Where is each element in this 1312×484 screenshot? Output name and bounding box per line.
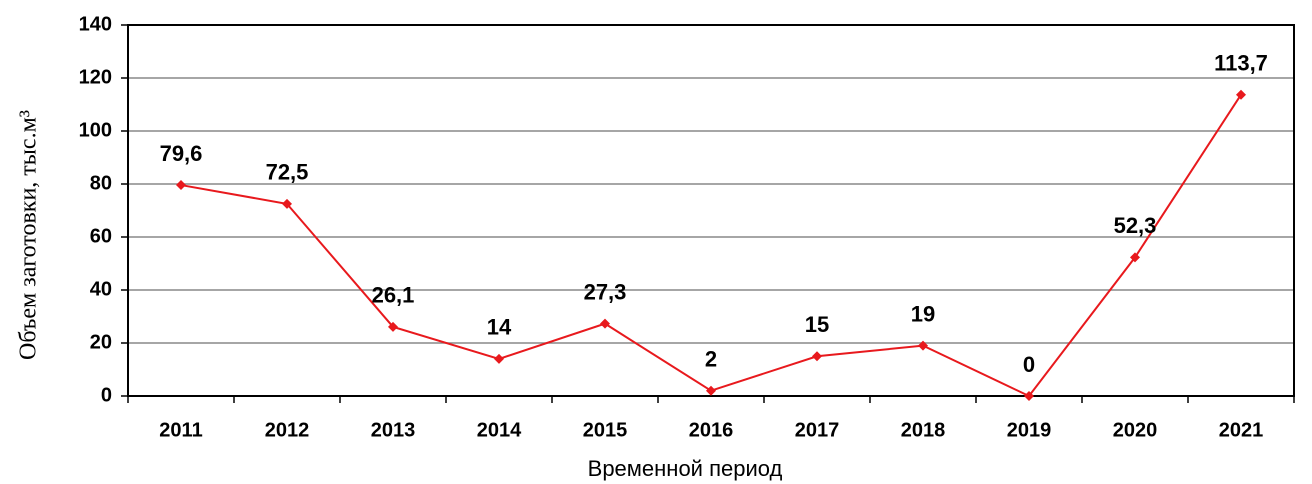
data-point (918, 340, 928, 351)
data-point (1024, 391, 1034, 401)
data-label: 2 (705, 347, 717, 372)
x-tick-label: 2012 (265, 419, 310, 441)
data-point (494, 353, 504, 364)
y-tick-label: 20 (90, 331, 112, 353)
data-label: 79,6 (160, 141, 203, 166)
y-axis-label: Объем заготовки, тыс.м³ (16, 110, 42, 360)
y-tick-label: 100 (79, 119, 112, 141)
x-tick-label: 2013 (371, 419, 416, 441)
data-label: 19 (911, 301, 935, 326)
plot-border (127, 24, 1295, 397)
x-tick-label: 2015 (583, 419, 628, 441)
data-label: 15 (805, 312, 829, 337)
x-tick-label: 2014 (477, 419, 522, 441)
data-point (812, 351, 822, 362)
data-point (600, 318, 610, 329)
x-tick-label: 2019 (1007, 419, 1052, 441)
y-tick-label: 120 (79, 66, 112, 88)
x-tick-label: 2020 (1113, 419, 1158, 441)
data-label: 113,7 (1214, 51, 1268, 76)
data-label: 72,5 (266, 160, 309, 185)
data-point (1130, 252, 1140, 263)
y-tick-label: 80 (90, 172, 112, 194)
data-point (706, 385, 716, 396)
x-tick-label: 2021 (1219, 419, 1264, 441)
data-label: 52,3 (1114, 213, 1157, 238)
data-label: 0 (1023, 352, 1035, 377)
x-tick-label: 2016 (689, 419, 734, 441)
y-tick-label: 60 (90, 225, 112, 247)
data-point (388, 321, 398, 332)
data-point (1236, 89, 1246, 100)
x-tick-label: 2018 (901, 419, 946, 441)
x-axis-label: Временной период (588, 456, 783, 481)
y-tick-label: 40 (90, 278, 112, 300)
data-label: 14 (487, 315, 512, 340)
data-label: 27,3 (584, 279, 627, 304)
y-tick-label: 140 (79, 13, 112, 35)
data-label: 26,1 (372, 283, 415, 308)
x-tick-label: 2011 (159, 419, 202, 441)
data-point (176, 180, 186, 191)
x-tick-label: 2017 (795, 419, 840, 441)
data-point (282, 198, 292, 209)
y-tick-label: 0 (101, 384, 112, 406)
